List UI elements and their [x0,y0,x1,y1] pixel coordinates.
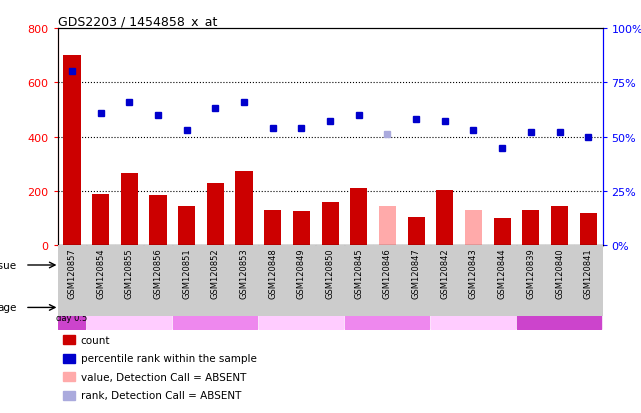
Bar [488,246,516,316]
Bar [460,246,488,316]
Bar [144,246,172,316]
Bar [87,286,171,329]
Bar [437,190,453,246]
Bar [408,217,425,246]
Bar [58,246,86,316]
Bar [63,335,75,344]
Text: GDS2203 / 1454858_x_at: GDS2203 / 1454858_x_at [58,15,217,28]
Text: GSM120855: GSM120855 [125,248,134,298]
Text: GSM120843: GSM120843 [469,248,478,299]
Bar [574,246,603,316]
Text: GSM120840: GSM120840 [555,248,564,298]
Text: age: age [0,303,17,313]
Bar [259,286,344,329]
Bar [58,247,85,284]
Text: GSM120852: GSM120852 [211,248,220,298]
Bar [293,212,310,246]
Bar [58,286,85,329]
Text: GSM120851: GSM120851 [182,248,191,298]
Bar [201,246,229,316]
Text: GSM120844: GSM120844 [497,248,506,298]
Bar [465,211,482,246]
Bar [172,246,201,316]
Text: GSM120849: GSM120849 [297,248,306,298]
Text: postnatal day 2: postnatal day 2 [527,303,592,312]
Bar [545,246,574,316]
Bar [287,246,315,316]
Text: gestational day 16: gestational day 16 [348,303,427,312]
Bar [579,213,597,246]
Bar [92,194,110,246]
Text: GSM120839: GSM120839 [526,248,535,299]
Text: GSM120846: GSM120846 [383,248,392,299]
Text: count: count [81,335,110,345]
Bar [517,246,545,316]
Text: percentile rank within the sample: percentile rank within the sample [81,353,256,363]
Bar [379,206,396,246]
Bar [63,354,75,363]
Text: gestational day 18: gestational day 18 [435,303,513,312]
Text: GSM120847: GSM120847 [412,248,420,299]
Bar [230,246,258,316]
Bar [207,183,224,246]
Text: postn
atal
day 0.5: postn atal day 0.5 [56,293,88,323]
Text: GSM120848: GSM120848 [269,248,278,299]
Text: GSM120854: GSM120854 [96,248,105,298]
Bar [345,286,429,329]
Bar [264,211,281,246]
Text: GSM120856: GSM120856 [154,248,163,299]
Bar [63,56,81,246]
Text: GSM120850: GSM120850 [326,248,335,298]
Text: GSM120841: GSM120841 [584,248,593,298]
Bar [115,246,144,316]
Bar [517,286,601,329]
Bar [63,391,75,400]
Text: GSM120857: GSM120857 [67,248,76,299]
Bar [431,286,515,329]
Bar [178,206,196,246]
Text: value, Detection Call = ABSENT: value, Detection Call = ABSENT [81,372,246,382]
Text: GSM120853: GSM120853 [240,248,249,299]
Bar [322,202,338,246]
Text: gestational day 12: gestational day 12 [176,303,254,312]
Bar [173,286,257,329]
Text: rank, Detection Call = ABSENT: rank, Detection Call = ABSENT [81,390,241,401]
Text: ovary: ovary [331,261,357,270]
Bar [345,246,373,316]
Text: GSM120845: GSM120845 [354,248,363,298]
Bar [149,196,167,246]
Bar [87,246,115,316]
Bar [494,218,511,246]
Bar [63,373,75,381]
Text: gestational day 11: gestational day 11 [90,303,169,312]
Bar [316,246,344,316]
Bar [235,171,253,246]
Bar [374,246,401,316]
Bar [350,189,367,246]
Bar [121,174,138,246]
Text: GSM120842: GSM120842 [440,248,449,298]
Bar [431,246,459,316]
Text: gestational day 14: gestational day 14 [262,303,340,312]
Bar [259,246,287,316]
Bar [402,246,430,316]
Text: tissue: tissue [0,260,17,271]
Text: refere
nce: refere nce [58,256,86,275]
Bar [551,206,568,246]
Bar [522,211,540,246]
